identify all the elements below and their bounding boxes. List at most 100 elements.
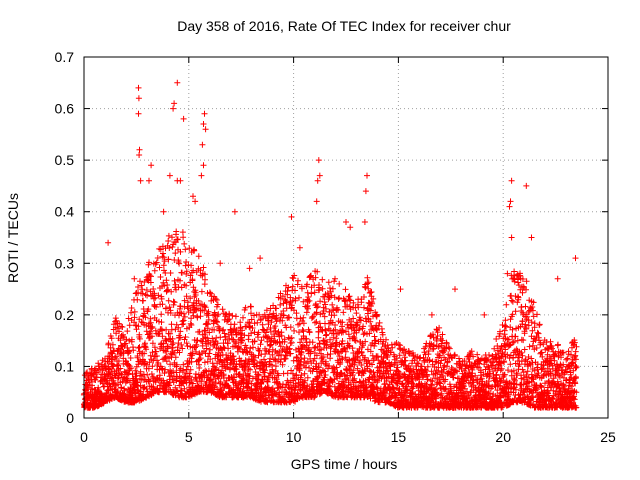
data-point: [534, 329, 541, 336]
data-point: [277, 343, 284, 350]
data-point: [171, 299, 178, 306]
data-point: [141, 279, 148, 285]
data-point: [167, 310, 174, 316]
data-point: [145, 306, 152, 313]
data-point: [364, 172, 370, 179]
data-point: [205, 321, 211, 328]
data-point: [227, 350, 234, 357]
data-point: [180, 369, 186, 376]
data-point: [198, 172, 205, 179]
data-point: [163, 348, 170, 355]
data-point: [170, 340, 177, 346]
data-point: [136, 331, 143, 338]
data-point: [189, 350, 196, 357]
data-point: [205, 316, 212, 323]
data-point: [176, 349, 183, 356]
data-point: [165, 238, 172, 244]
data-point: [164, 343, 171, 350]
data-point: [300, 328, 307, 335]
data-point: [362, 188, 369, 195]
data-points: [80, 79, 580, 411]
y-tick-label: 0.5: [55, 152, 75, 168]
data-point: [262, 351, 269, 357]
data-point: [134, 379, 141, 386]
data-point: [312, 319, 318, 326]
data-point: [210, 342, 217, 349]
data-point: [286, 314, 293, 321]
data-point: [196, 365, 203, 371]
data-point: [143, 287, 150, 293]
data-point: [259, 321, 266, 328]
data-point: [160, 250, 166, 257]
data-point: [446, 345, 453, 352]
data-point: [263, 329, 269, 336]
data-point: [151, 267, 158, 274]
data-point: [181, 313, 188, 320]
x-tick-label: 20: [495, 429, 511, 445]
data-point: [173, 361, 180, 368]
data-point: [231, 321, 238, 328]
data-point: [197, 267, 204, 274]
data-point: [325, 279, 332, 286]
data-point: [137, 278, 143, 285]
y-tick-label: 0.2: [55, 307, 75, 323]
data-point: [147, 377, 153, 384]
data-point: [207, 346, 213, 353]
data-point: [288, 213, 295, 220]
data-point: [196, 328, 203, 335]
data-point: [135, 323, 142, 330]
data-point: [292, 287, 298, 294]
data-point: [118, 384, 125, 391]
data-point: [481, 311, 488, 318]
data-point: [206, 289, 213, 296]
data-point: [171, 100, 178, 107]
data-point: [161, 282, 168, 289]
data-point: [279, 361, 286, 368]
data-point: [183, 293, 190, 300]
data-point: [130, 347, 137, 354]
data-point: [192, 344, 198, 351]
data-point: [164, 282, 171, 288]
data-point: [239, 327, 246, 334]
data-point: [213, 334, 220, 341]
data-point: [171, 350, 178, 356]
data-point: [233, 360, 240, 367]
data-point: [190, 193, 196, 200]
data-point: [555, 341, 561, 348]
data-point: [155, 292, 162, 299]
data-point: [261, 373, 268, 380]
data-point: [122, 340, 129, 347]
data-point: [105, 239, 112, 246]
data-point: [572, 348, 579, 355]
data-point: [105, 340, 112, 347]
data-point: [262, 367, 269, 374]
data-point: [250, 344, 256, 351]
data-point: [114, 361, 121, 368]
data-point: [211, 326, 218, 333]
data-point: [119, 324, 126, 330]
data-point: [167, 361, 174, 368]
data-point: [168, 288, 175, 295]
data-point: [278, 351, 285, 358]
x-tick-label: 10: [286, 429, 302, 445]
data-point: [284, 288, 291, 294]
data-point: [321, 368, 328, 375]
data-point: [180, 115, 187, 122]
data-point: [165, 232, 172, 239]
data-point: [257, 341, 264, 348]
data-point: [486, 352, 492, 358]
data-point: [237, 324, 244, 331]
data-point: [181, 240, 188, 247]
data-point: [174, 236, 181, 243]
data-point: [195, 298, 202, 304]
data-point: [201, 271, 208, 278]
data-point: [315, 334, 322, 341]
data-point: [113, 317, 120, 324]
data-point: [203, 320, 210, 327]
data-point: [323, 331, 330, 338]
data-point: [257, 255, 264, 262]
data-point: [520, 337, 527, 344]
data-point: [284, 370, 291, 377]
data-point: [126, 322, 133, 329]
data-point: [149, 349, 156, 356]
